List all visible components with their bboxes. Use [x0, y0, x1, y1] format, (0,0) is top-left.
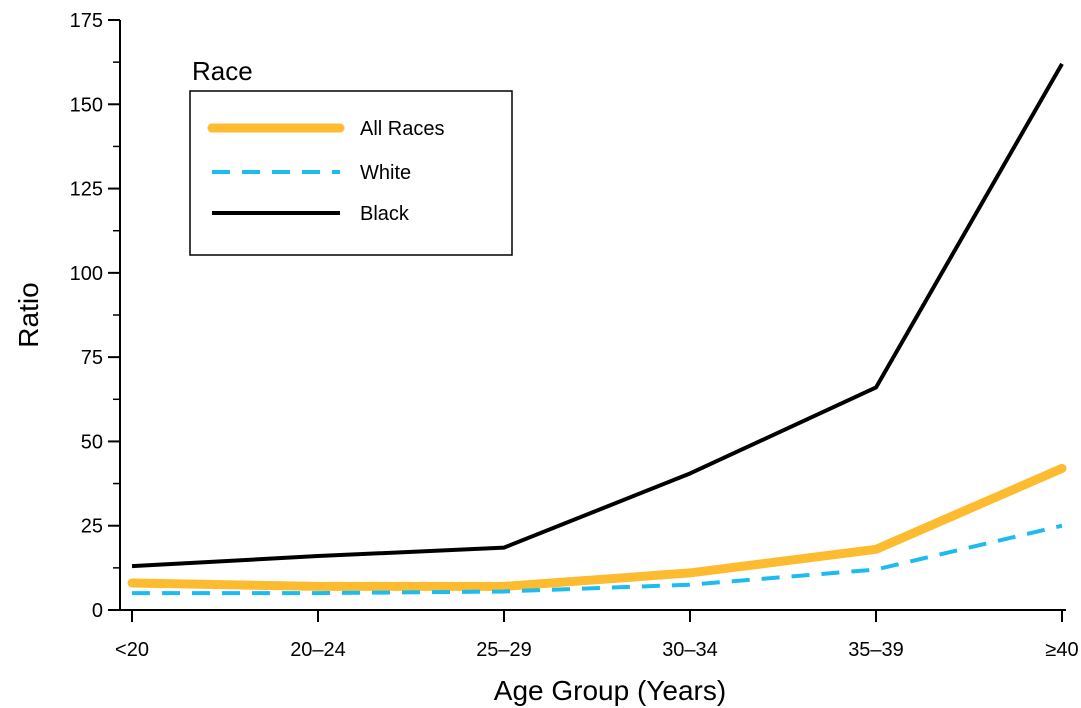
x-tick-label: 25–29 [476, 639, 532, 661]
x-tick-label: 30–34 [662, 639, 718, 661]
legend-items: All Races White Black [207, 118, 444, 225]
x-ticks: <20 20–24 25–29 30–34 35–39 ≥40 [115, 610, 1079, 661]
legend-label: White [360, 162, 411, 184]
x-axis-title: Age Group (Years) [494, 675, 726, 706]
legend-label: Black [360, 203, 410, 225]
legend-title: Race [192, 56, 253, 86]
legend: Race All Races White Black [189, 56, 513, 256]
y-tick-label: 150 [70, 94, 103, 116]
legend-label: All Races [360, 118, 444, 140]
x-tick-label: 20–24 [290, 639, 346, 661]
y-axis-title: Ratio [13, 282, 44, 347]
x-tick-label: 35–39 [848, 639, 904, 661]
y-tick-label: 0 [92, 600, 103, 622]
y-tick-label: 125 [70, 179, 103, 201]
series-line-black [131, 62, 1064, 569]
x-tick-label: <20 [115, 639, 149, 661]
y-tick-label: 175 [70, 10, 103, 32]
y-tick-label: 50 [81, 431, 103, 453]
y-tick-label: 75 [81, 347, 103, 369]
series-group [127, 62, 1067, 596]
legend-box [189, 90, 513, 256]
series-line-white [132, 523, 1063, 596]
y-ticks: 0 25 50 75 100 125 150 175 [70, 10, 120, 622]
x-tick-label: ≥40 [1045, 639, 1078, 661]
y-tick-label: 25 [81, 516, 103, 538]
series-line-all-races [127, 463, 1067, 591]
y-tick-label: 100 [70, 263, 103, 285]
